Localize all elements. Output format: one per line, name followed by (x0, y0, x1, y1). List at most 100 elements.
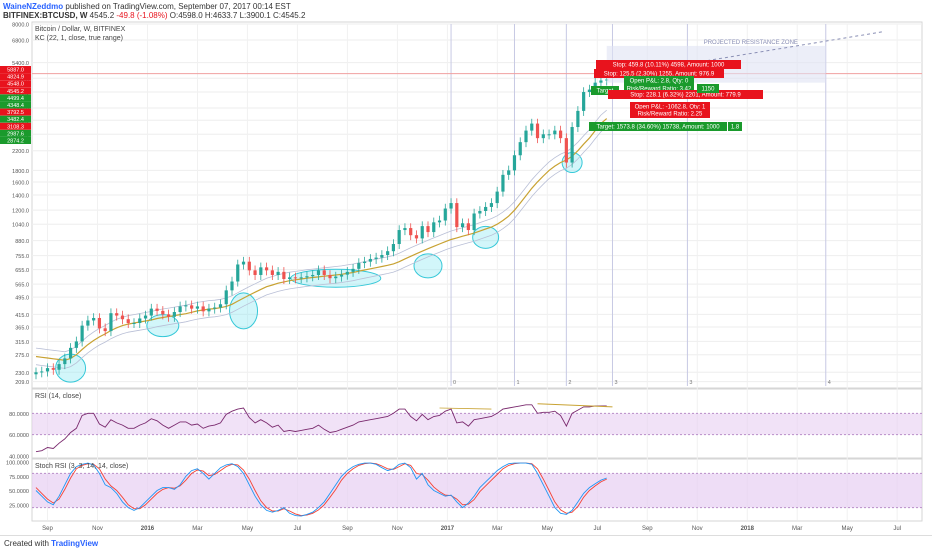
candle-body (115, 313, 119, 316)
candle-body (247, 261, 251, 271)
candle-body (259, 267, 263, 275)
time-tick-label: Nov (392, 526, 403, 532)
price-label: 4545.2 (7, 89, 24, 95)
candle-body (339, 274, 344, 277)
candle-body (362, 261, 367, 264)
target-annotation-small: Target (597, 89, 614, 95)
candle-body (420, 226, 424, 239)
target-small-value: 1150 (702, 87, 716, 93)
time-tick-label: Jul (893, 526, 901, 532)
quote-line: BITFINEX:BTCUSD, W 4545.2 -49.8 (-1.08%)… (3, 11, 305, 21)
stoch-tick-label: 50.0000 (9, 489, 29, 495)
target-annotation-large: Target: 1573.8 (34.60%) 15738, Amount: 1… (596, 125, 720, 131)
time-tick-label: Mar (492, 526, 502, 532)
rsi-legend: RSI (14, close) (35, 393, 81, 400)
candle-body (599, 80, 603, 83)
candle-body (484, 206, 488, 211)
candle-body (576, 110, 580, 128)
pair-legend: Bitcoin / Dollar, W, BITFINEX (35, 26, 126, 33)
candle-body (489, 203, 494, 207)
open-pnl-annotation-1: Open P&L: 2.8, Qty: 0 (630, 79, 689, 85)
price-tick-label: 8000.0 (12, 23, 29, 29)
rsi-tick-label: 60.0000 (9, 433, 29, 439)
time-tick-label: Sep (42, 526, 53, 532)
rsi-tick-label: 80.0000 (9, 412, 29, 418)
chart-svg[interactable]: 0 1 2 3 3 4 PROJECTED RESISTANCE ZONE Stop: 45… (0, 0, 932, 535)
candle-body (535, 123, 540, 139)
candle-body (322, 270, 326, 275)
candle-body (386, 251, 390, 255)
author-name[interactable]: WaineNZeddmo (3, 2, 64, 11)
candle-body (230, 281, 234, 291)
footer-created: Created with (4, 539, 49, 548)
candle-body (97, 317, 102, 329)
cycle-marker-label: 3 (614, 380, 617, 386)
stoch-d-line (35, 462, 607, 517)
candle-body (109, 313, 113, 332)
candle-body (132, 323, 136, 325)
candle-body (409, 228, 413, 236)
time-tick-label: Mar (792, 526, 802, 532)
time-tick-label: 2018 (741, 526, 755, 532)
last-price: 4545.2 (89, 11, 115, 20)
stoch-tick-label: 75.0000 (9, 475, 29, 481)
price-label-box (0, 66, 31, 73)
price-label: 4348.4 (7, 103, 24, 109)
candle-body (86, 320, 90, 326)
price-label-box (0, 73, 31, 81)
candle-body (397, 230, 401, 245)
projected-zone-label: PROJECTED RESISTANCE ZONE (704, 40, 798, 46)
publish-line: WaineNZeddmo published on TradingView.co… (3, 2, 291, 12)
time-tick-label: May (842, 526, 853, 532)
price-label-box (0, 80, 31, 88)
risk-reward-annotation-2-box (630, 109, 710, 118)
candle-body (92, 317, 96, 321)
candle-body (149, 308, 153, 316)
target-annotation-small-box (591, 86, 619, 95)
candle-body (80, 325, 84, 342)
price-tick-label: 1040.0 (12, 223, 29, 229)
candle-body (530, 123, 534, 131)
candle-body (270, 270, 274, 275)
candle-body (414, 235, 419, 239)
candle-body (391, 244, 396, 252)
candle-body (541, 134, 545, 139)
price-label-box (0, 94, 31, 102)
candle-body (172, 312, 176, 317)
price-labels: 5887.04824.94548.04545.24499.44348.43792… (0, 66, 31, 145)
time-tick-label: Jul (593, 526, 601, 532)
indicator-bands (32, 412, 922, 509)
candle-body (449, 203, 453, 209)
candle-body (518, 142, 522, 156)
candle-body (380, 254, 384, 258)
trade-annotations: PROJECTED RESISTANCE ZONE Stop: 459.8 (10… (589, 31, 884, 131)
price-label-box (0, 122, 31, 130)
price-label: 3792.5 (7, 110, 24, 116)
cycle-marker-label: 3 (689, 380, 692, 386)
candle-body (426, 226, 430, 233)
candle-body (282, 271, 286, 280)
candle-body (40, 371, 44, 373)
footer: Created with TradingView (0, 535, 932, 551)
price-label: 4824.9 (7, 75, 24, 81)
time-tick-label: Jul (294, 526, 302, 532)
price-label-box (0, 101, 31, 109)
candle-body (138, 318, 142, 324)
tradingview-logo[interactable]: TradingView (51, 539, 99, 548)
price-tick-label: 1400.0 (12, 194, 29, 200)
risk-reward-annotation-1-box (624, 84, 694, 93)
candle-body (293, 277, 298, 279)
support-highlight (413, 253, 443, 279)
candle-body (155, 308, 159, 311)
price-tick-label: 230.0 (15, 371, 29, 377)
open-pnl-annotation-2: Open P&L: -1062.8, Qty: 1 (635, 105, 706, 111)
price-label: 2987.6 (7, 131, 24, 137)
candle-body (501, 174, 505, 192)
time-tick-label: Sep (642, 526, 653, 532)
rsi-band (32, 413, 922, 435)
candle-body (224, 290, 228, 305)
candle-body (587, 89, 592, 93)
candle-body (161, 310, 165, 315)
candle-body (345, 271, 349, 275)
